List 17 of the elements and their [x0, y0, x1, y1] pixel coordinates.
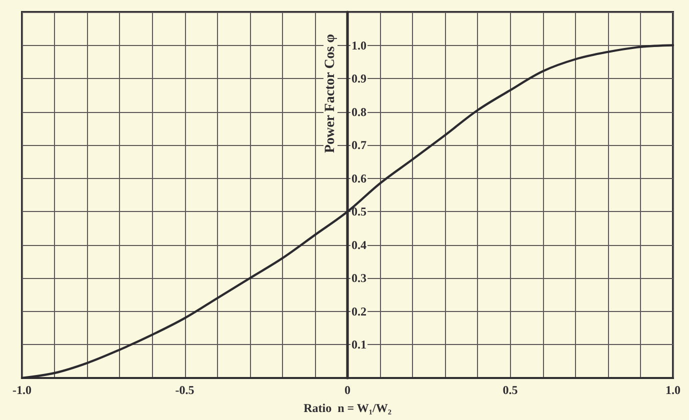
- y-tick-label: 1.0: [352, 38, 366, 52]
- y-tick-label: 0.9: [352, 72, 366, 86]
- y-tick-label: 0.3: [352, 271, 366, 286]
- x-tick-label: 0: [344, 383, 350, 397]
- y-tick-label: 0.5: [352, 204, 366, 219]
- y-tick-label: 0.2: [352, 304, 366, 318]
- y-axis-title: Power Factor Cos φ: [323, 34, 338, 154]
- x-tick-label: 0.5: [502, 383, 518, 397]
- x-tick-label: -1.0: [12, 383, 32, 397]
- x-tick-label: 1.0: [666, 383, 680, 397]
- y-tick-label: 0.4: [352, 238, 366, 252]
- y-tick-label: 0.8: [352, 104, 366, 119]
- y-tick-label: 0.6: [352, 171, 366, 186]
- y-tick-label: 0.1: [352, 338, 366, 352]
- y-tick-label: 0.7: [352, 138, 366, 152]
- x-tick-label: -0.5: [175, 383, 194, 397]
- x-axis-title: Ratio n = W₁/W₂: [304, 401, 392, 415]
